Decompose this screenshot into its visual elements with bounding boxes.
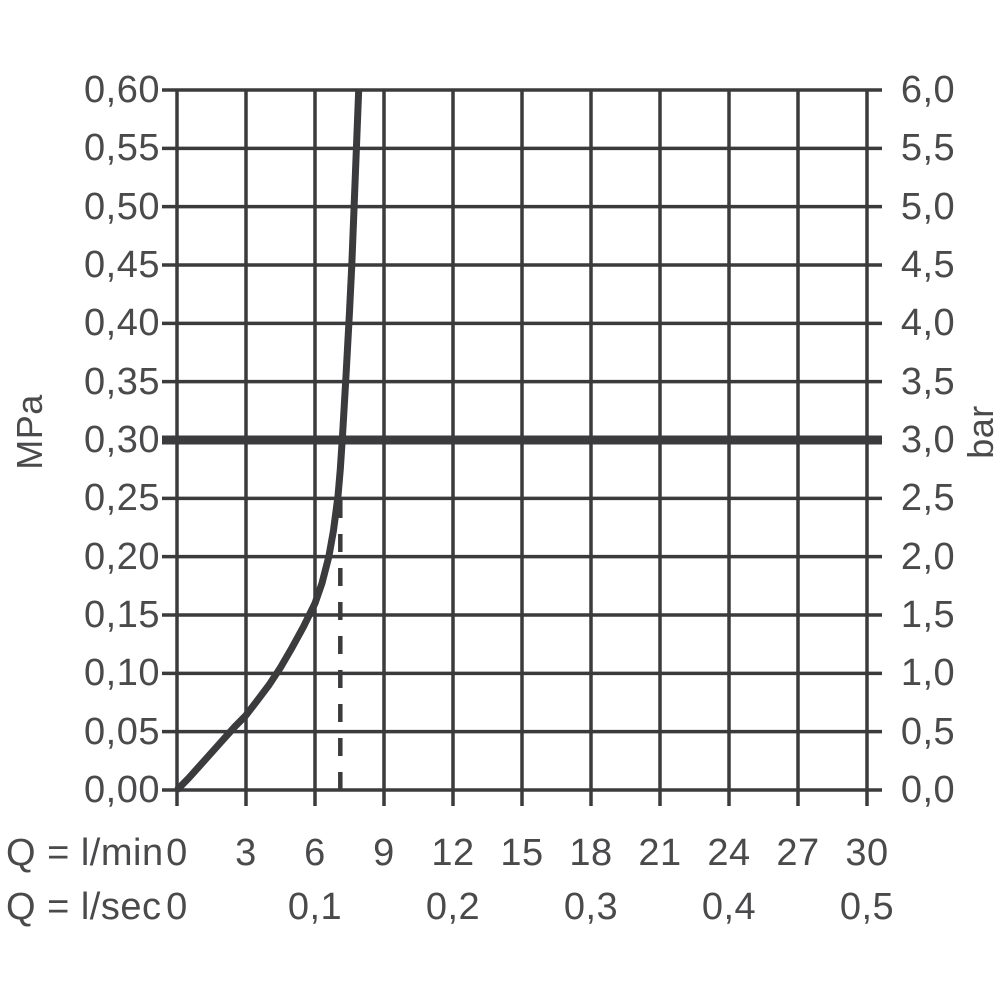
x-lmin-tick-label: 24 <box>707 832 751 874</box>
y-right-tick-label: 2,5 <box>900 477 956 520</box>
x-lsec-tick-label: 0,3 <box>563 886 619 928</box>
x-lmin-tick-label: 0 <box>166 832 188 874</box>
y-right-tick-label: 4,0 <box>900 302 956 345</box>
y-right-tick-label: 5,5 <box>900 127 956 170</box>
y-right-tick-label: 2,0 <box>900 535 956 578</box>
x-lmin-tick-label: 18 <box>569 832 613 874</box>
x-lsec-tick-label: 0,2 <box>425 886 481 928</box>
x-lmin-tick-label: 30 <box>845 832 889 874</box>
x-lsec-tick-label: 0,1 <box>287 886 343 928</box>
y-left-tick-label: 0,50 <box>84 185 160 228</box>
y-left-tick-label: 0,55 <box>84 127 160 170</box>
x-lsec-tick-label: 0 <box>166 886 188 928</box>
y-right-tick-label: 6,0 <box>900 69 956 111</box>
y-left-axis-unit-label: MPa <box>9 394 50 470</box>
y-right-tick-label: 1,0 <box>900 652 956 695</box>
x-lsec-tick-label: 0,4 <box>701 886 757 928</box>
y-left-tick-label: 0,25 <box>84 477 160 520</box>
x-lmin-tick-label: 15 <box>500 832 544 874</box>
y-right-tick-label: 0,5 <box>900 710 956 753</box>
y-left-tick-label: 0,45 <box>84 244 160 286</box>
x-lmin-tick-label: 6 <box>304 832 326 874</box>
flow-pressure-curve <box>174 89 363 793</box>
x-axis-lsec-label: Q = l/sec <box>6 886 162 928</box>
y-right-tick-label: 3,5 <box>900 360 956 403</box>
y-right-tick-label: 1,5 <box>900 594 956 636</box>
y-left-tick-label: 0,60 <box>84 69 160 111</box>
y-left-tick-label: 0,40 <box>84 302 160 345</box>
x-axis-lmin-label: Q = l/min <box>6 832 164 874</box>
y-right-tick-label: 5,0 <box>900 185 956 228</box>
x-lmin-tick-label: 27 <box>776 832 820 874</box>
y-left-tick-label: 0,35 <box>84 360 160 403</box>
y-right-axis-unit-label: bar <box>960 405 1000 459</box>
y-left-tick-label: 0,10 <box>84 652 160 695</box>
x-lmin-tick-label: 21 <box>638 832 682 874</box>
y-right-tick-label: 3,0 <box>900 419 956 461</box>
y-left-tick-label: 0,15 <box>84 594 160 636</box>
y-right-tick-label: 0,0 <box>900 769 956 811</box>
grid-vertical-lines <box>175 90 869 806</box>
x-lmin-tick-label: 12 <box>431 832 475 874</box>
y-left-tick-label: 0,20 <box>84 535 160 578</box>
y-left-tick-label: 0,00 <box>84 769 160 811</box>
y-left-tick-label: 0,05 <box>84 710 160 753</box>
x-lsec-tick-label: 0,5 <box>839 886 895 928</box>
x-lmin-tick-label: 3 <box>235 832 257 874</box>
y-left-tick-label: 0,30 <box>84 419 160 461</box>
y-right-tick-label: 4,5 <box>900 244 956 286</box>
x-lmin-tick-label: 9 <box>373 832 395 874</box>
